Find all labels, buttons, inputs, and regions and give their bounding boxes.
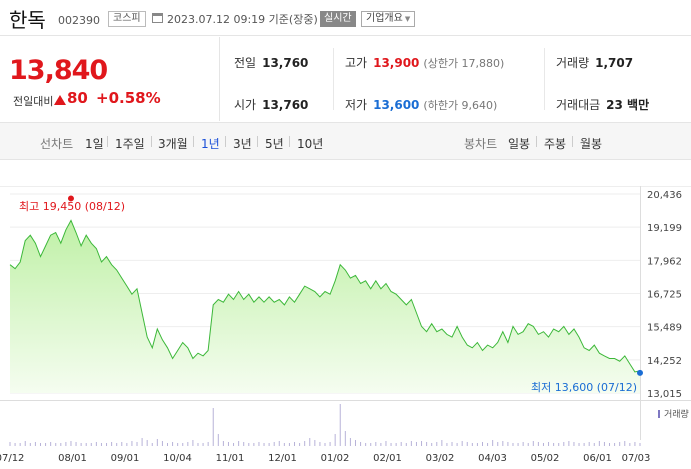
tab-period-5y[interactable]: 5년 [265,137,284,151]
y-axis: 20,436 19,199 17,962 16,725 15,489 14,252 13,0… [647,190,682,400]
stats-divider [544,48,545,110]
x-tick-label: 04/03 [478,453,507,464]
x-tick-label: 08/01 [58,453,87,464]
chevron-down-icon: ▼ [404,15,411,23]
tab-candle-weekly[interactable]: 주봉 [544,137,567,151]
tab-divider [257,136,258,147]
tab-period-3m[interactable]: 3개월 [158,137,188,151]
stat-volume: 거래량 1,707 [556,54,633,71]
tab-period-1w[interactable]: 1주일 [115,137,145,151]
stat-value: 13,760 [262,98,309,112]
x-tick-label: 10/04 [163,453,192,464]
x-axis: 07/12 08/01 09/01 10/04 11/01 12/01 01/02 02/01… [0,453,650,464]
realtime-button[interactable]: 실시간 [320,11,356,27]
stat-value: 13,600 [373,98,420,112]
stat-amount: 거래대금 23 백만 [556,96,649,113]
y-tick-label: 16,725 [647,290,682,301]
current-price: 13,840 [9,55,108,86]
tab-divider [536,136,537,147]
calendar-icon [152,13,163,23]
price-change: 80 [67,89,88,107]
tab-divider [225,136,226,147]
volume-plot: 거래량 [9,404,689,446]
stock-code: 002390 [58,14,100,27]
up-triangle-icon [54,95,66,105]
price-line [9,219,641,373]
chart-period-bar: 선차트 1일 1주일 3개월 1년 3년 5년 10년 봉차트 일봉 주봉 월봉 [0,122,691,160]
x-tick-label: 09/01 [111,453,140,464]
tab-divider [572,136,573,147]
company-info-dropdown[interactable]: 기업개요 ▼ [361,11,416,27]
tab-period-3y[interactable]: 3년 [233,137,252,151]
tab-period-1y[interactable]: 1년 [201,137,220,151]
stat-high: 고가 13,900 (상한가 17,880) [345,54,504,71]
stat-prev-close: 전일 13,760 [234,54,308,71]
market-badge: 코스피 [108,11,146,27]
stat-lower-limit: (하한가 9,640) [423,99,498,112]
x-tick-label: 02/01 [373,453,402,464]
y-tick-label: 19,199 [647,223,682,234]
tab-divider [151,136,152,147]
stat-value: 13,900 [373,56,420,70]
volume-legend-swatch [658,410,660,418]
chart-annotations: 최고 19,450 (08/12) 최저 13,600 (07/12) [19,195,643,394]
quote-datetime: 2023.07.12 09:19 기준(장중) [167,13,318,26]
stat-value: 23 백만 [606,98,650,112]
tab-candle-daily[interactable]: 일봉 [508,137,531,151]
x-tick-label: 12/01 [268,453,297,464]
stats-divider [333,48,334,110]
stat-label: 저가 [345,98,368,112]
stat-low: 저가 13,600 (하한가 9,640) [345,96,497,113]
volume-legend: 거래량 [664,408,689,420]
price-summary: 13,840 전일대비 80 +0.58% [0,37,220,121]
stat-upper-limit: (상한가 17,880) [423,57,505,70]
chart-right-border [640,186,641,440]
tab-divider [107,136,108,147]
x-tick-label: 07/03 [622,453,651,464]
company-info-label: 기업개요 [366,13,403,24]
x-tick-label: 01/02 [321,453,350,464]
stat-label: 거래량 [556,56,590,70]
stat-label: 거래대금 [556,98,601,112]
stat-label: 시가 [234,98,257,112]
x-tick-label: 05/02 [531,453,560,464]
stat-value: 13,760 [262,56,309,70]
price-chart[interactable]: 20,436 19,199 17,962 16,725 15,489 14,252 13,0… [0,160,691,469]
tab-divider [289,136,290,147]
stock-header: 한독 002390 코스피 2023.07.12 09:19 기준(장중) 실시… [0,0,691,36]
y-tick-label: 17,962 [647,256,682,267]
price-area [10,220,640,393]
stat-open: 시가 13,760 [234,96,308,113]
x-tick-label: 03/02 [426,453,455,464]
low-annotation: 최저 13,600 (07/12) [531,381,637,394]
tab-period-10y[interactable]: 10년 [297,137,324,151]
candle-chart-label: 봉차트 [464,137,498,151]
y-tick-label: 15,489 [647,323,682,334]
tab-period-1d[interactable]: 1일 [85,137,104,151]
stat-value: 1,707 [595,56,634,70]
chart-plot [9,219,641,393]
y-tick-label: 20,436 [647,190,682,201]
tab-divider [193,136,194,147]
line-chart-label: 선차트 [40,137,74,151]
low-marker [637,369,643,376]
y-tick-label: 13,015 [647,389,682,400]
high-marker [67,195,74,202]
price-change-percent: +0.58% [96,89,161,107]
change-label: 전일대비 [13,95,54,108]
tab-candle-monthly[interactable]: 월봉 [580,137,603,151]
stat-label: 전일 [234,56,257,70]
chart-top-border [0,186,691,187]
x-tick-label: 06/01 [583,453,612,464]
y-tick-label: 14,252 [647,356,682,367]
stat-label: 고가 [345,56,368,70]
x-tick-label: 11/01 [216,453,245,464]
stock-name: 한독 [9,8,46,32]
volume-divider [0,400,691,401]
high-annotation: 최고 19,450 (08/12) [19,200,125,213]
x-tick-label: 07/12 [0,453,24,464]
